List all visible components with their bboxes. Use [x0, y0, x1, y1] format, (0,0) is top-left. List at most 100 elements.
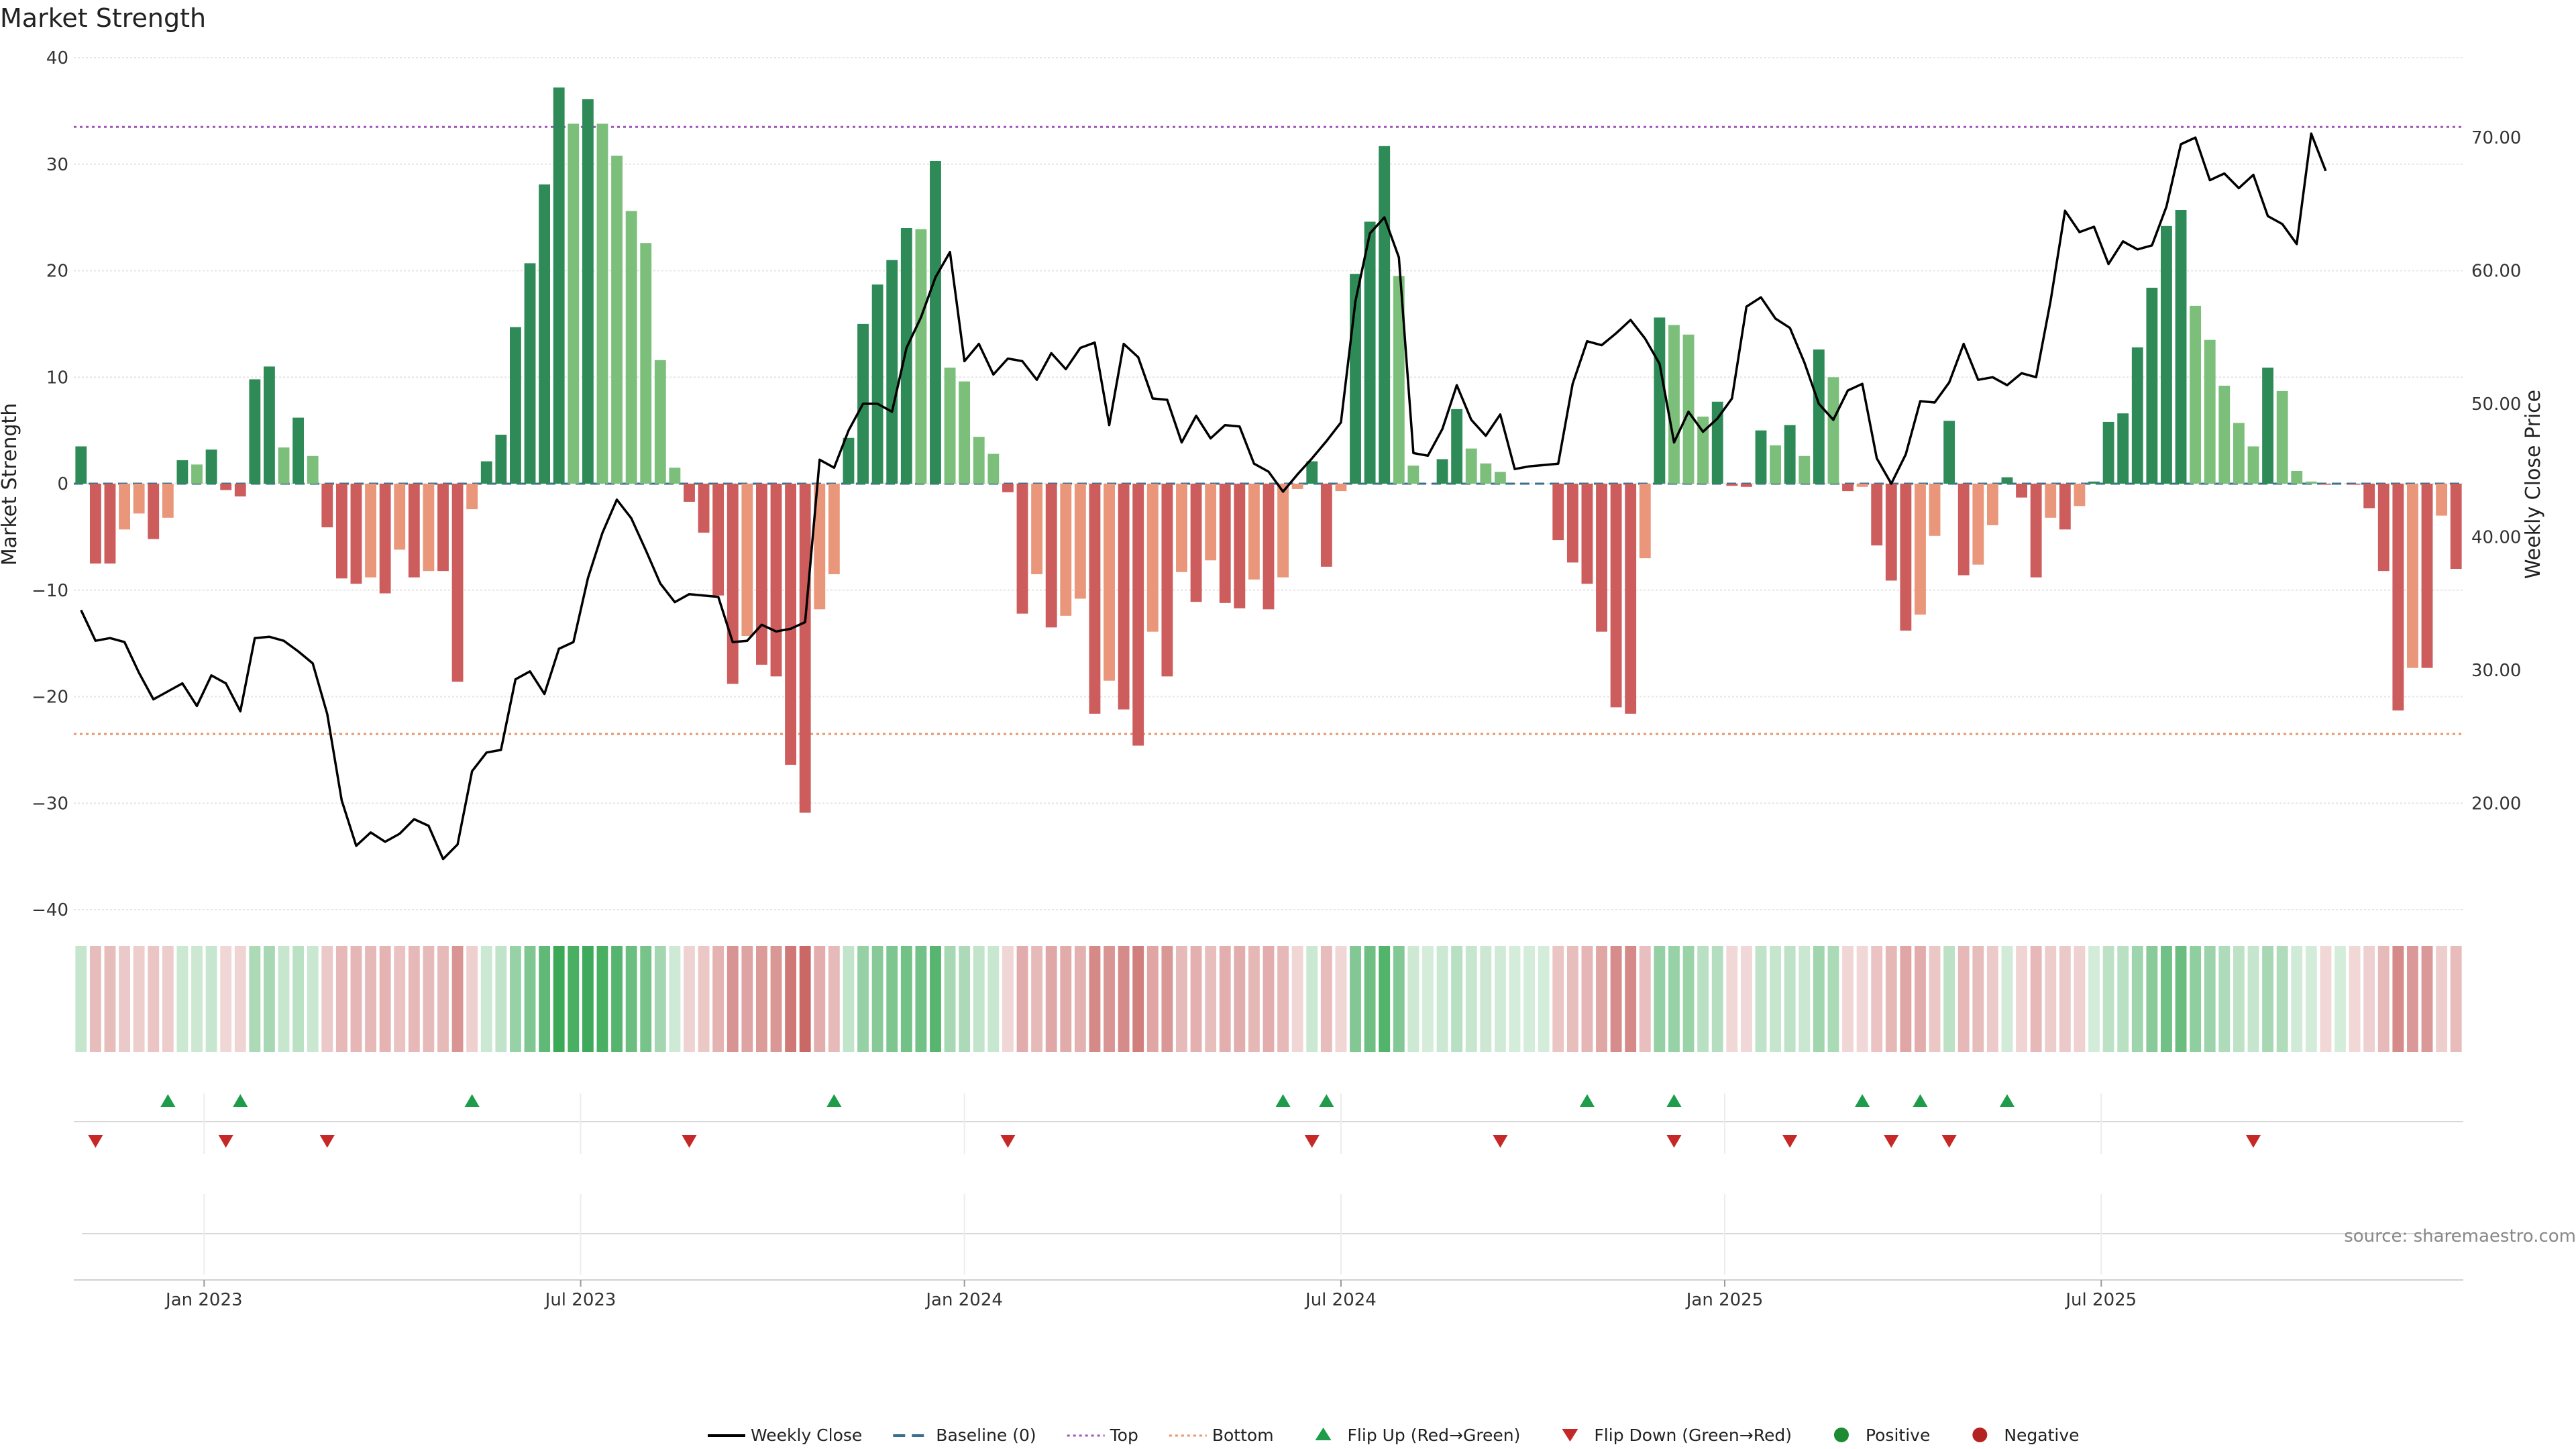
- strength-bar: [437, 484, 449, 572]
- strength-bar: [423, 484, 435, 572]
- legend: Weekly Close Baseline (0) Top Bottom Flip Up…: [708, 1426, 2080, 1445]
- strength-bar: [2218, 385, 2231, 484]
- heat-cell: [1711, 946, 1723, 1052]
- strength-bar: [871, 284, 883, 484]
- heat-cell: [292, 946, 305, 1052]
- heat-cell: [379, 946, 391, 1052]
- heat-cell: [1625, 946, 1637, 1052]
- strength-bar: [1842, 484, 1854, 492]
- strength-bar: [959, 381, 971, 484]
- strength-bar: [539, 184, 551, 484]
- heat-cell: [1943, 946, 1955, 1052]
- strength-bar: [1393, 276, 1405, 484]
- flip-down-marker: [2245, 1135, 2261, 1148]
- strength-bar: [2102, 421, 2114, 484]
- left-tick-label: −40: [32, 900, 68, 920]
- strength-bar: [1654, 317, 1666, 484]
- heat-cell: [1016, 946, 1028, 1052]
- heat-cell: [148, 946, 160, 1052]
- flip-up-marker: [1913, 1094, 1928, 1107]
- strength-bar: [611, 156, 623, 484]
- strength-bar: [379, 484, 391, 594]
- flip-down-marker: [1304, 1135, 1320, 1148]
- right-y-axis-label: Weekly Close Price: [2522, 390, 2545, 579]
- strength-bar: [1740, 484, 1752, 487]
- strength-bar: [654, 360, 666, 484]
- strength-bar: [1871, 484, 1883, 546]
- heat-cell: [1350, 946, 1361, 1052]
- heat-cell: [553, 946, 565, 1052]
- heat-cell: [1234, 946, 1246, 1052]
- strength-bar: [770, 484, 782, 677]
- strength-bar: [1943, 421, 1955, 484]
- strength-bar: [1234, 484, 1246, 608]
- strength-bar: [2146, 287, 2158, 484]
- heat-cell: [625, 946, 637, 1052]
- strength-bar: [596, 123, 608, 484]
- heat-cell: [2001, 946, 2013, 1052]
- strength-bar: [582, 99, 594, 484]
- flip-up-marker: [1666, 1094, 1682, 1107]
- strength-bar: [1002, 484, 1014, 492]
- flip-up-marker: [1319, 1094, 1334, 1107]
- heat-cell: [1132, 946, 1144, 1052]
- source-note: source: sharemaestro.com: [2344, 1226, 2576, 1246]
- flip-signal-track: [74, 1093, 2463, 1154]
- heat-cell: [871, 946, 883, 1052]
- strength-bar: [1929, 484, 1941, 536]
- heat-cell: [1393, 946, 1405, 1052]
- heat-cell: [220, 946, 232, 1052]
- strength-bar: [1379, 146, 1391, 484]
- strength-bar: [785, 484, 797, 765]
- strength-bar: [321, 484, 333, 528]
- heat-cell: [495, 946, 507, 1052]
- heat-cell: [205, 946, 217, 1052]
- heat-cell: [987, 946, 1000, 1052]
- heat-cell: [1263, 946, 1275, 1052]
- heat-cell: [2131, 946, 2143, 1052]
- heat-cell: [930, 946, 941, 1052]
- strength-bar: [335, 484, 347, 579]
- heat-cell: [1799, 946, 1811, 1052]
- heat-cell: [2363, 946, 2375, 1052]
- strength-bar: [2059, 484, 2071, 530]
- strength-bar: [89, 484, 101, 564]
- strength-bar: [2377, 484, 2390, 572]
- heat-cell: [857, 946, 869, 1052]
- heat-cell: [2190, 946, 2202, 1052]
- heat-cell: [278, 946, 290, 1052]
- strength-bar: [2117, 413, 2129, 484]
- heat-cell: [1494, 946, 1506, 1052]
- heat-cell: [1277, 946, 1289, 1052]
- strength-bar: [2262, 367, 2273, 484]
- strength-bar: [2001, 477, 2013, 484]
- strength-bar: [2276, 390, 2288, 484]
- legend-label: Negative: [2004, 1426, 2079, 1445]
- strength-bar: [292, 417, 305, 484]
- strength-bar: [1277, 484, 1289, 578]
- legend-swatch: [1972, 1428, 1988, 1442]
- strength-bar: [1190, 484, 1202, 602]
- strength-bar: [698, 484, 710, 533]
- heat-cell: [2320, 946, 2332, 1052]
- strength-bar: [2016, 484, 2027, 498]
- heat-cell: [654, 946, 666, 1052]
- strength-bar: [1480, 463, 1492, 484]
- x-tick-label: Jan 2024: [924, 1290, 1003, 1310]
- right-tick-label: 70.00: [2471, 128, 2521, 148]
- heat-cell: [1552, 946, 1564, 1052]
- x-tick-label: Jul 2023: [544, 1290, 616, 1310]
- heat-cell: [191, 946, 203, 1052]
- flip-down-marker: [682, 1135, 697, 1148]
- strength-bar: [148, 484, 160, 539]
- strength-bar: [1784, 425, 1796, 484]
- strength-bar: [1885, 484, 1897, 581]
- strength-bar: [2363, 484, 2375, 508]
- strength-bar: [1089, 484, 1101, 714]
- heat-cell: [2161, 946, 2172, 1052]
- heat-cell: [712, 946, 724, 1052]
- strength-bar: [205, 449, 217, 484]
- strength-bar: [307, 455, 319, 484]
- strength-bar: [727, 484, 739, 684]
- heat-cell: [133, 946, 145, 1052]
